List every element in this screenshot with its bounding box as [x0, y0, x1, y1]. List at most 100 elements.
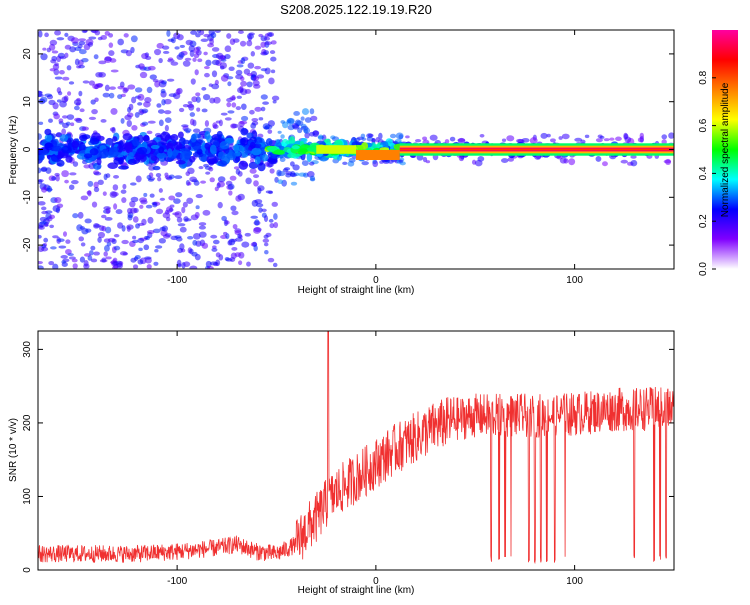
- spectrogram-blob: [192, 128, 201, 133]
- spectrogram-blob: [193, 46, 200, 54]
- spectrogram-blob: [268, 32, 273, 37]
- spectrogram-blob: [203, 163, 209, 168]
- spectrogram-blob: [76, 65, 82, 69]
- spectrogram-blob: [506, 135, 515, 142]
- spectrogram-blob: [255, 203, 264, 208]
- spectrogram-blob: [211, 247, 218, 252]
- spectrogram-blob: [405, 135, 410, 139]
- spectrogram-blob: [113, 234, 120, 238]
- spectrogram-blob: [130, 257, 137, 263]
- spectrogram-blob: [235, 69, 243, 76]
- spectrogram-blob: [292, 164, 300, 171]
- spectrogram-blob: [254, 45, 262, 50]
- spectrogram-blob: [93, 251, 100, 256]
- spectrogram-blob: [195, 92, 201, 97]
- spectrogram-blob: [183, 128, 192, 133]
- spectrogram-blob: [84, 218, 92, 224]
- spectrogram-blob: [416, 154, 424, 161]
- spectrogram-core: [137, 146, 148, 155]
- spectrogram-blob: [91, 108, 98, 115]
- spectrogram-blob: [226, 33, 232, 39]
- spectrogram-blob: [93, 186, 100, 193]
- spectrogram-blob: [429, 134, 438, 141]
- spectrogram-blob: [139, 71, 148, 79]
- spectrogram-core: [190, 134, 197, 143]
- spectrogram-blob: [224, 53, 231, 60]
- spectrogram-blob: [65, 239, 71, 244]
- spectrogram-blob: [66, 114, 75, 120]
- spectrogram-blob: [68, 184, 75, 190]
- spectrogram-blob: [93, 171, 102, 176]
- spectrogram-blob: [236, 64, 244, 68]
- spectrogram-blob: [245, 177, 252, 185]
- spectrogram-core: [71, 140, 80, 149]
- spectrogram-blob: [113, 203, 118, 210]
- spectrogram-blob: [239, 40, 247, 47]
- spectrogram-core: [89, 148, 99, 156]
- snr-x-ticks: -100 0 100: [167, 331, 583, 587]
- spectrogram-blob: [639, 132, 644, 140]
- spectrogram-blob: [80, 242, 86, 247]
- spectrogram-blob: [170, 37, 176, 44]
- spectrogram-blob: [449, 136, 456, 142]
- spectrogram-blob: [198, 222, 207, 226]
- spectrogram-blob: [471, 159, 477, 165]
- spectrogram-core: [261, 153, 269, 162]
- spectrogram-blob: [280, 134, 285, 139]
- spectrogram-blob: [55, 174, 60, 182]
- spectrogram-blob: [244, 232, 251, 237]
- spectrogram-blob: [267, 120, 275, 127]
- spectrogram-blob: [304, 132, 310, 139]
- spectrogram-core: [139, 154, 147, 163]
- spectrogram-blob: [215, 52, 224, 60]
- spectrogram-blob: [269, 50, 276, 55]
- spectrogram-blob: [253, 245, 258, 252]
- spectrogram-blob: [262, 238, 270, 243]
- spectral-line-center: [399, 148, 674, 151]
- spectrogram-core: [108, 146, 119, 152]
- spectrogram-blob: [165, 216, 171, 222]
- spectrogram-blob: [265, 190, 273, 194]
- spectrogram-blob: [38, 121, 44, 125]
- spectrogram-blob: [211, 47, 220, 52]
- spectral-line-early: [316, 145, 356, 154]
- spectrogram-blob: [141, 52, 149, 60]
- spectrogram-blob: [80, 195, 89, 201]
- spectrogram-blob: [38, 201, 46, 206]
- spectrogram-blob: [93, 181, 99, 189]
- spectrogram-blob: [51, 50, 59, 54]
- spectrogram-blob: [240, 57, 246, 65]
- spectrogram-blob: [395, 132, 404, 140]
- spectrogram-blob: [186, 236, 194, 240]
- spectrogram-blob: [308, 161, 315, 166]
- spectrogram-blob: [38, 260, 43, 265]
- spectrogram-core: [217, 151, 226, 160]
- spectrogram-blob: [224, 117, 232, 121]
- spectrogram-blob: [57, 91, 63, 96]
- spectrogram-blob: [137, 93, 145, 101]
- spectrogram-core: [76, 153, 87, 160]
- spectrogram-blob: [360, 133, 366, 139]
- spectrogram-blob: [599, 135, 605, 139]
- spectrogram-blob: [270, 56, 277, 62]
- spectrogram-blob: [93, 224, 101, 228]
- spectrogram-blob: [253, 227, 261, 234]
- spectrogram-blob: [103, 173, 108, 181]
- spectrogram-blob: [177, 263, 182, 268]
- spectrogram-blob: [529, 137, 538, 145]
- spectrogram-blob: [50, 59, 57, 64]
- spectrogram-blob: [49, 68, 56, 72]
- spectrogram-blob: [217, 201, 223, 209]
- spectrogram-blob: [61, 261, 68, 267]
- spectrogram-blob: [246, 72, 254, 77]
- spectrogram-blob: [130, 46, 135, 54]
- spectrogram-blob: [209, 97, 216, 104]
- spectrogram-blob: [194, 69, 199, 76]
- spectrogram-blob: [54, 197, 62, 204]
- snr-y-tick-label: 300: [22, 341, 33, 358]
- spectrogram-blob: [549, 138, 556, 143]
- spectrogram-blob: [143, 192, 148, 197]
- spectrogram-blob: [264, 250, 269, 255]
- spectrogram-blob: [231, 102, 237, 108]
- spectrogram-blob: [73, 99, 82, 106]
